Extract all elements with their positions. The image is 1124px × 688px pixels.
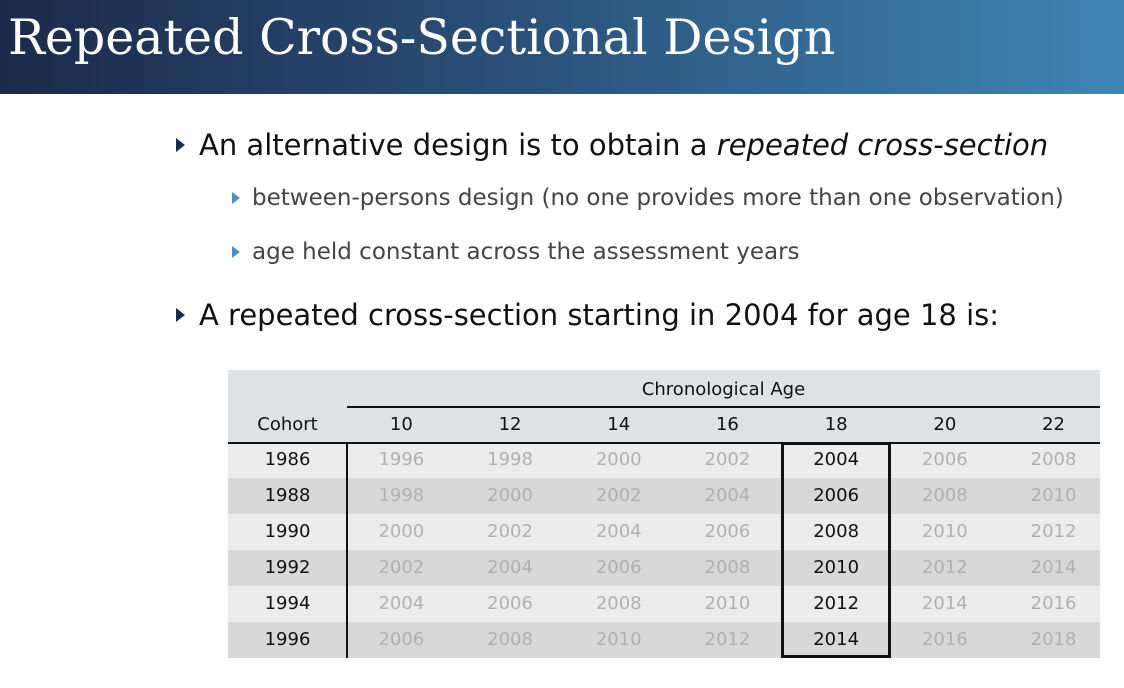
year-cell: 2010	[704, 593, 751, 614]
age-column-header: 12	[498, 414, 522, 435]
year-cell: 2012	[921, 557, 968, 578]
cohort-divider	[346, 442, 348, 658]
age-column-header: 22	[1042, 414, 1065, 435]
year-cell: 2016	[1030, 593, 1077, 614]
table-row	[228, 586, 1100, 622]
year-cell: 2018	[1030, 629, 1077, 650]
group-header: Chronological Age	[641, 379, 806, 400]
year-cell: 2014	[921, 593, 968, 614]
bullet-2: A repeated cross-section starting in 200…	[176, 298, 999, 332]
cohort-cell: 1996	[264, 629, 311, 650]
table-row	[228, 514, 1100, 550]
cohort-cell: 1990	[264, 521, 311, 542]
year-cell: 2008	[1030, 449, 1077, 470]
sub-bullet-1-text: between-persons design (no one provides …	[252, 185, 1064, 211]
year-cell: 2008	[921, 485, 968, 506]
year-cell: 2010	[1030, 485, 1077, 506]
year-cell: 2010	[595, 629, 642, 650]
highlighted-year-cell: 2014	[813, 629, 860, 650]
bullet-1-text: An alternative design is to obtain a rep…	[199, 128, 1049, 162]
year-cell: 1996	[378, 449, 425, 470]
year-cell: 2008	[595, 593, 642, 614]
table-row	[228, 550, 1100, 586]
year-cell: 2002	[378, 557, 425, 578]
year-cell: 2006	[487, 593, 533, 614]
year-cell: 2010	[921, 521, 968, 542]
sub-bullet-arrow-icon	[232, 246, 240, 258]
year-cell: 2008	[487, 629, 533, 650]
cohort-cell: 1988	[264, 485, 311, 506]
year-cell: 2000	[595, 449, 642, 470]
cohort-cell: 1986	[264, 449, 311, 470]
year-cell: 2012	[704, 629, 751, 650]
header-bottom-rule	[228, 442, 1100, 444]
sub-bullet-2: age held constant across the assessment …	[232, 239, 800, 265]
year-cell: 2002	[595, 485, 642, 506]
age-column-header: 18	[824, 414, 848, 435]
year-cell: 2006	[595, 557, 642, 578]
sub-bullet-2-text: age held constant across the assessment …	[252, 239, 800, 265]
year-cell: 2004	[595, 521, 642, 542]
highlighted-year-cell: 2006	[813, 485, 860, 506]
year-cell: 2000	[487, 485, 533, 506]
highlighted-year-cell: 2010	[813, 557, 860, 578]
sub-bullet-1: between-persons design (no one provides …	[232, 185, 1064, 211]
bullet-1: An alternative design is to obtain a rep…	[176, 128, 1048, 162]
year-cell: 1998	[378, 485, 425, 506]
year-cell: 2012	[1030, 521, 1077, 542]
age-column-header: 20	[933, 414, 957, 435]
table-row	[228, 478, 1100, 514]
year-cell: 1998	[487, 449, 533, 470]
bullet-arrow-icon	[176, 138, 185, 152]
year-cell: 2004	[378, 593, 425, 614]
highlighted-year-cell: 2008	[813, 521, 860, 542]
slide-title: Repeated Cross-Sectional Design	[8, 9, 836, 66]
bullet-2-text: A repeated cross-section starting in 200…	[199, 298, 1000, 332]
cohort-column-header: Cohort	[257, 414, 318, 435]
year-cell: 2008	[704, 557, 751, 578]
year-cell: 2016	[921, 629, 968, 650]
cohort-cell: 1994	[264, 593, 311, 614]
year-cell: 2002	[704, 449, 751, 470]
group-header-rule	[347, 406, 1100, 408]
highlight-column-box	[780, 442, 892, 658]
year-cell: 2002	[487, 521, 533, 542]
bullet-arrow-icon	[176, 308, 185, 322]
age-column-header: 16	[715, 414, 739, 435]
highlighted-year-cell: 2004	[813, 449, 860, 470]
year-cell: 2006	[378, 629, 425, 650]
table-row	[228, 442, 1100, 478]
bullet-1-emphasis: repeated cross-section	[716, 128, 1049, 162]
year-cell: 2006	[704, 521, 751, 542]
title-bar: Repeated Cross-Sectional Design	[0, 0, 1124, 94]
age-column-header: 14	[607, 414, 631, 435]
age-column-header: 10	[389, 414, 413, 435]
year-cell: 2014	[1030, 557, 1077, 578]
sub-bullet-arrow-icon	[232, 192, 240, 204]
table-row	[228, 622, 1100, 658]
year-cell: 2004	[487, 557, 533, 578]
year-cell: 2004	[704, 485, 751, 506]
year-cell: 2006	[921, 449, 968, 470]
year-cell: 2000	[378, 521, 425, 542]
highlighted-year-cell: 2012	[813, 593, 860, 614]
cohort-cell: 1992	[264, 557, 311, 578]
cohort-age-table: Chronological Age Cohort 10 12 14 16 18 20 22 198…	[228, 370, 1100, 660]
